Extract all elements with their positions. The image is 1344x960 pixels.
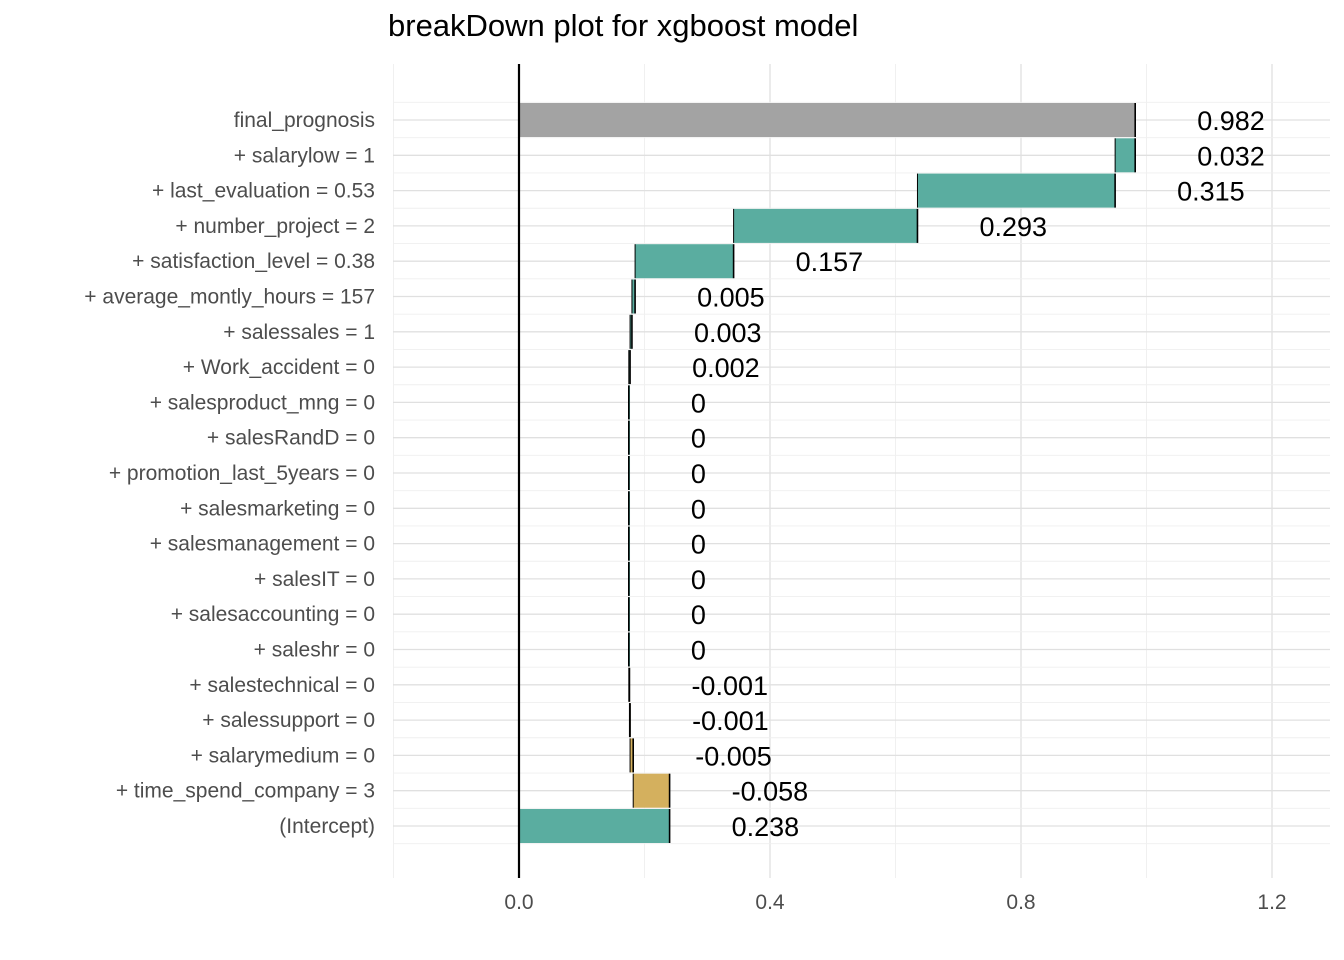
y-tick-label: + promotion_last_5years = 0	[109, 462, 375, 485]
value-label: 0.032	[1197, 141, 1265, 171]
value-label: -0.005	[695, 741, 772, 771]
y-tick-label: + last_evaluation = 0.53	[152, 180, 375, 203]
y-tick-label: + salesmanagement = 0	[150, 533, 375, 556]
value-label: 0.315	[1177, 177, 1245, 207]
y-tick-label: + salesmarketing = 0	[180, 497, 375, 520]
y-tick-label: + number_project = 2	[175, 215, 375, 238]
bar-contribution	[631, 279, 636, 314]
y-tick-label: + salessupport = 0	[202, 709, 375, 732]
value-label: 0.982	[1197, 106, 1265, 136]
value-label: -0.001	[692, 706, 769, 736]
value-label: 0	[691, 459, 706, 489]
y-tick-label: (Intercept)	[279, 815, 375, 838]
value-label: -0.058	[732, 777, 809, 807]
x-tick-label: 0.0	[504, 891, 533, 914]
y-tick-label: + average_montly_hours = 157	[84, 286, 375, 309]
y-tick-label: + salessales = 1	[223, 321, 375, 344]
value-label: 0	[691, 424, 706, 454]
y-tick-label: final_prognosis	[234, 109, 375, 132]
chart-title: breakDown plot for xgboost model	[388, 8, 859, 43]
value-label: 0.157	[796, 247, 864, 277]
bar-contribution	[1115, 138, 1136, 173]
y-tick-label: + satisfaction_level = 0.38	[132, 250, 375, 273]
bar-contribution	[917, 173, 1116, 208]
y-tick-label: + salesproduct_mng = 0	[150, 391, 375, 414]
y-tick-label: + salarylow = 1	[234, 144, 375, 167]
bar-contribution	[633, 773, 670, 808]
x-tick-label: 0.8	[1006, 891, 1035, 914]
bar-contribution	[630, 738, 634, 773]
bar-final-prognosis	[519, 103, 1136, 137]
y-tick-label: + saleshr = 0	[254, 639, 375, 662]
bar-layer	[519, 103, 1137, 843]
value-label: 0.005	[697, 283, 765, 313]
bar-contribution	[733, 208, 918, 243]
y-axis-labels: final_prognosis + salarylow = 1 + last_eva…	[84, 109, 375, 838]
bar-contribution	[630, 314, 632, 349]
x-tick-label: 0.4	[755, 891, 785, 914]
y-tick-label: + time_spend_company = 3	[116, 780, 375, 803]
bar-contribution	[635, 244, 734, 279]
value-label: 0	[691, 494, 706, 524]
y-tick-label: + salesRandD = 0	[207, 427, 375, 450]
y-tick-label: + Work_accident = 0	[183, 356, 375, 379]
x-tick-label: 1.2	[1257, 891, 1286, 914]
value-label: -0.001	[691, 671, 768, 701]
bar-contribution	[519, 809, 670, 843]
value-label: 0	[691, 565, 706, 595]
x-axis-labels: 0.0 0.4 0.8 1.2	[504, 891, 1286, 914]
y-tick-label: + salesaccounting = 0	[171, 603, 375, 626]
value-label: 0	[691, 600, 706, 630]
value-label: 0.002	[692, 353, 760, 383]
y-tick-label: + salarymedium = 0	[191, 744, 375, 767]
value-label: 0.003	[694, 318, 762, 348]
value-label: 0.238	[732, 812, 800, 842]
value-label: 0	[691, 530, 706, 560]
y-tick-label: + salestechnical = 0	[189, 674, 375, 697]
value-label: 0	[691, 388, 706, 418]
value-labels: 0.982 0.032 0.315 0.293 0.157 0.005 0.003 0.002…	[691, 106, 1265, 842]
y-tick-label: + salesIT = 0	[254, 568, 375, 591]
value-label: 0	[691, 636, 706, 666]
value-label: 0.293	[979, 212, 1047, 242]
